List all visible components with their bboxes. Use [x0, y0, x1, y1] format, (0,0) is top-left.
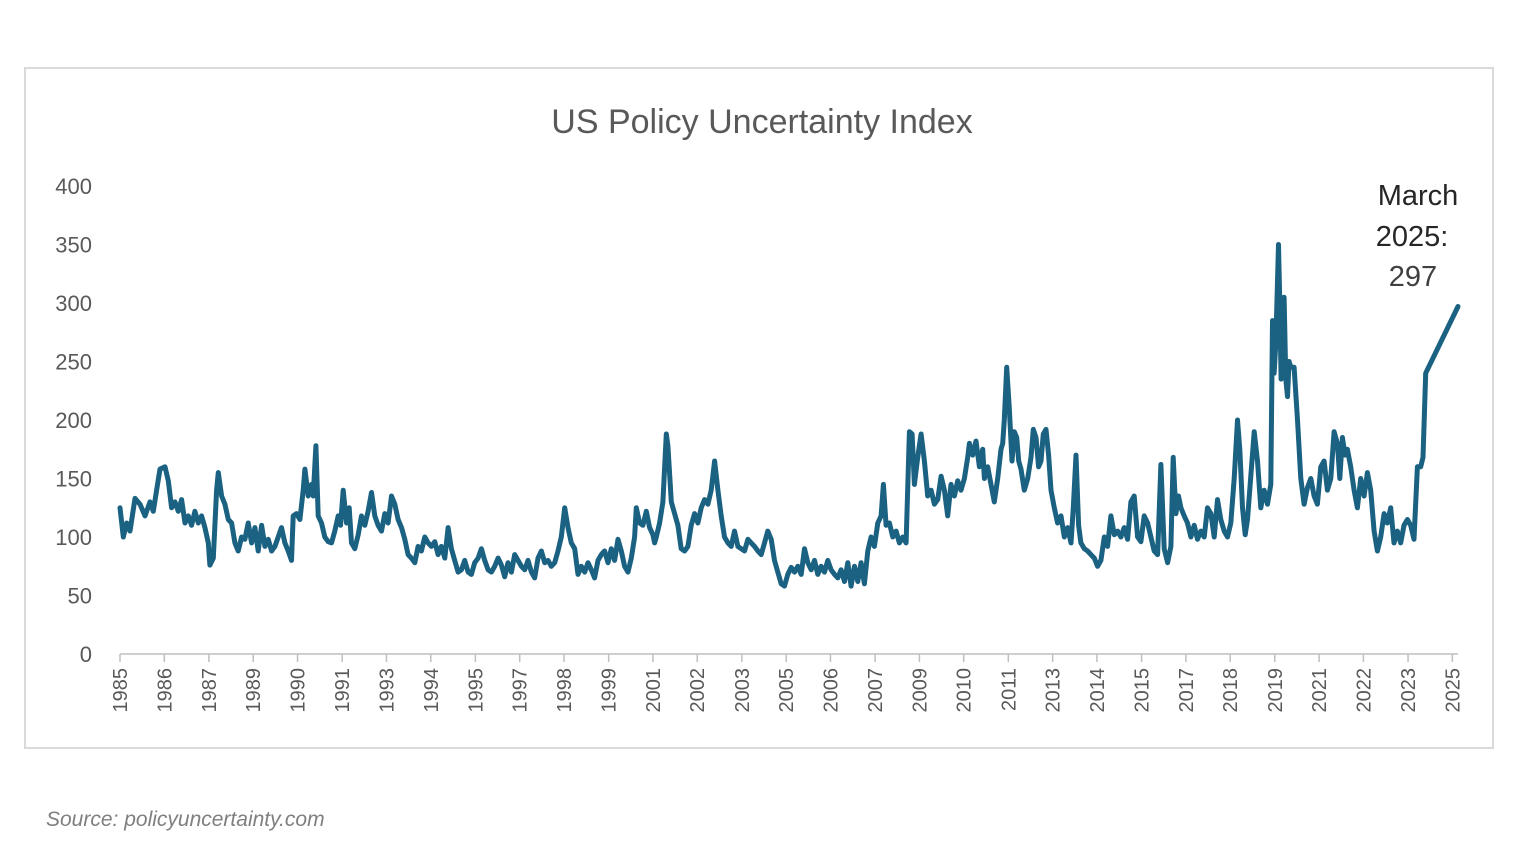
series-line — [117, 242, 1461, 589]
x-tick-label: 1998 — [554, 668, 576, 713]
x-tick-label: 1999 — [599, 668, 621, 713]
x-tick-label: 1997 — [510, 668, 532, 713]
x-tick-label: 2022 — [1353, 668, 1375, 713]
x-tick-label: 1991 — [332, 668, 354, 713]
y-tick-label: 350 — [55, 233, 92, 258]
x-tick-label: 2003 — [732, 668, 754, 713]
x-tick-label: 2019 — [1265, 668, 1287, 713]
x-tick-label: 1993 — [376, 668, 398, 713]
y-tick-label: 100 — [55, 525, 92, 550]
y-tick-label: 0 — [80, 642, 92, 667]
x-tick-label: 2013 — [1043, 668, 1065, 713]
y-tick-label: 150 — [55, 467, 92, 492]
chart-frame: US Policy Uncertainty Index 0 50 100 150 200… — [24, 67, 1494, 749]
x-tick-label: 2015 — [1132, 668, 1154, 713]
x-tick-label: 1989 — [243, 668, 265, 713]
y-axis: 0 50 100 150 200 250 300 350 400 — [55, 174, 92, 667]
x-tick-label: 1994 — [421, 668, 443, 713]
y-tick-label: 200 — [55, 408, 92, 433]
y-tick-label: 400 — [55, 174, 92, 199]
x-tick-label: 1987 — [199, 668, 221, 713]
x-tick-label: 2023 — [1398, 668, 1420, 713]
line-chart: US Policy Uncertainty Index 0 50 100 150 200… — [55, 103, 1464, 713]
x-tick-label: 2025 — [1442, 668, 1464, 713]
x-tick-label: 2001 — [643, 668, 665, 713]
x-tick-label: 2010 — [954, 668, 976, 713]
chart-title: US Policy Uncertainty Index — [551, 103, 972, 141]
x-tick-label: 2009 — [909, 668, 931, 713]
x-tick-label: 2011 — [998, 668, 1020, 711]
x-tick-label: 2014 — [1087, 668, 1109, 713]
x-tick-label: 2021 — [1309, 668, 1331, 713]
x-tick-label: 1990 — [288, 668, 310, 713]
x-tick-label: 2005 — [776, 668, 798, 713]
x-tick-label: 1985 — [110, 668, 132, 713]
x-tick-label: 1986 — [154, 668, 176, 713]
annotation-value: 297 — [1389, 261, 1437, 293]
y-tick-label: 250 — [55, 350, 92, 375]
x-tick-label: 2018 — [1220, 668, 1242, 713]
x-tick-label: 2007 — [865, 668, 887, 713]
x-tick-label: 2002 — [687, 668, 709, 713]
annotation-march-2025: March 2025: 297 — [1376, 180, 1459, 293]
source-note: Source: policyuncertainty.com — [46, 808, 325, 831]
y-tick-label: 300 — [55, 291, 92, 316]
annotation-line2: 2025: — [1376, 221, 1449, 253]
x-axis: 1985 1986 1987 1989 1990 1991 1993 1994 1995 1997… — [110, 654, 1464, 713]
annotation-line1: March — [1378, 180, 1459, 212]
x-tick-label: 1995 — [465, 668, 487, 713]
y-tick-label: 50 — [68, 584, 92, 609]
x-tick-label: 2017 — [1176, 668, 1198, 713]
x-tick-label: 2006 — [820, 668, 842, 713]
